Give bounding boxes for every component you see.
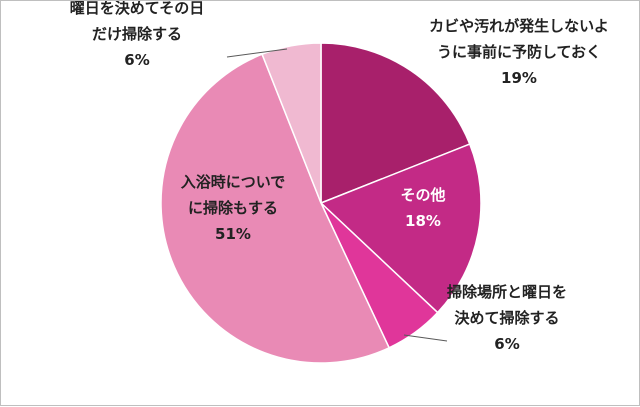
leader-line-5: [226, 48, 288, 58]
slice-label-3: 掃除場所と曜日を決めて掃除する 6%: [447, 283, 567, 353]
leader-line-3: [403, 334, 448, 342]
pie-slice-4: [160, 53, 391, 364]
slice-value-3: 6%: [494, 335, 519, 353]
slice-value-1: 19%: [501, 69, 537, 87]
slice-label-1: カビや汚れが発生しないように事前に予防しておく 19%: [429, 17, 609, 87]
slice-label-line-5-1: 曜日を決めてその日: [70, 1, 205, 17]
slice-label-2: その他 18%: [400, 186, 445, 230]
slice-label-4: 入浴時についでに掃除もする 51%: [181, 173, 286, 243]
slice-value-5: 6%: [124, 51, 149, 69]
pie-slice-5: [261, 42, 322, 204]
slice-value-4: 51%: [215, 225, 251, 243]
slice-label-line-1-1: カビや汚れが発生しないよ: [429, 17, 609, 35]
slice-label-line-5-2: だけ掃除する: [92, 25, 182, 43]
pie-slice-2: [319, 143, 482, 314]
pie-slice-1: [320, 42, 471, 205]
slice-label-5: 曜日を決めてその日だけ掃除する 6%: [70, 1, 205, 69]
slice-label-line-4-1: 入浴時についで: [181, 173, 286, 191]
slice-label-line-3-1: 掃除場所と曜日を: [447, 283, 567, 301]
slice-value-2: 18%: [405, 212, 441, 230]
slice-label-line-4-2: に掃除もする: [188, 199, 278, 217]
slice-label-line-2-1: その他: [400, 186, 445, 204]
slice-label-line-1-2: うに事前に予防しておく: [437, 43, 601, 61]
slice-label-line-3-2: 決めて掃除する: [454, 309, 559, 327]
